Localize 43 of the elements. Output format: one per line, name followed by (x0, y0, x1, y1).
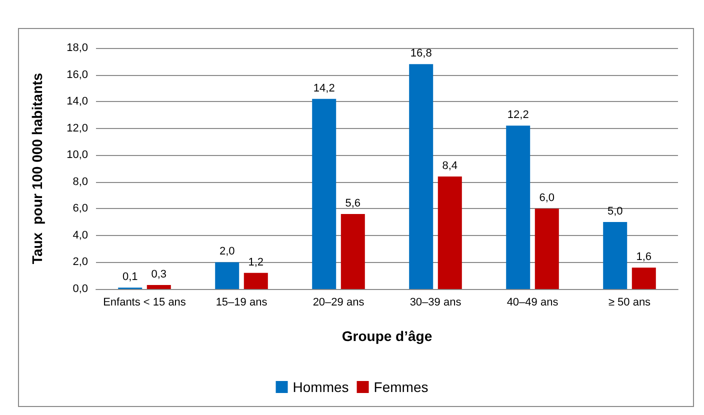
data-label: 0,3 (151, 268, 167, 280)
bar (506, 126, 530, 289)
bar (534, 208, 559, 289)
y-tick-label: 12,0 (66, 122, 88, 134)
data-label: 12,2 (507, 109, 529, 122)
data-label: 5,0 (607, 206, 623, 218)
bar (146, 284, 171, 289)
y-tick-label: 18,0 (66, 42, 88, 54)
x-tick-label: Enfants < 15 ans (103, 296, 186, 308)
bar (244, 272, 268, 289)
y-tick-label: 2,0 (72, 256, 88, 268)
x-axis-title: Groupe d’âge (342, 328, 432, 344)
data-label: 1,2 (248, 256, 264, 268)
y-tick-label: 14,0 (66, 96, 88, 108)
x-tick-label: 20–29 ans (312, 296, 365, 308)
x-tick-label: 40–49 ans (506, 296, 559, 308)
data-label: 16,8 (410, 48, 432, 60)
y-tick-label: 10,0 (66, 149, 88, 162)
data-label: 0,1 (122, 271, 138, 284)
data-label: 8,4 (442, 160, 458, 172)
x-tick-label: 15–19 ans (216, 296, 268, 308)
bar (340, 214, 365, 289)
bar (215, 262, 240, 289)
x-tick-label: ≥ 50 ans (608, 296, 652, 308)
legend-label: Hommes (292, 379, 349, 395)
legend-label: Femmes (374, 379, 428, 395)
y-tick-label: 0,0 (72, 283, 88, 295)
data-label: 2,0 (219, 246, 235, 258)
data-label: 6,0 (539, 192, 555, 204)
y-tick-label: 6,0 (72, 202, 88, 215)
data-label: 14,2 (313, 82, 335, 94)
y-tick-label: 4,0 (72, 229, 88, 242)
y-axis-title: Taux pour 100 000 habitants (29, 72, 45, 264)
bar (632, 268, 656, 289)
bar (312, 98, 336, 289)
data-label: 5,6 (345, 198, 361, 210)
x-tick-label: 30–39 ans (410, 296, 462, 308)
bar (438, 176, 462, 289)
bar (409, 64, 434, 289)
data-label: 1,6 (636, 251, 652, 264)
y-tick-label: 8,0 (72, 176, 88, 188)
bar (603, 222, 628, 289)
y-tick-label: 16,0 (66, 68, 88, 81)
